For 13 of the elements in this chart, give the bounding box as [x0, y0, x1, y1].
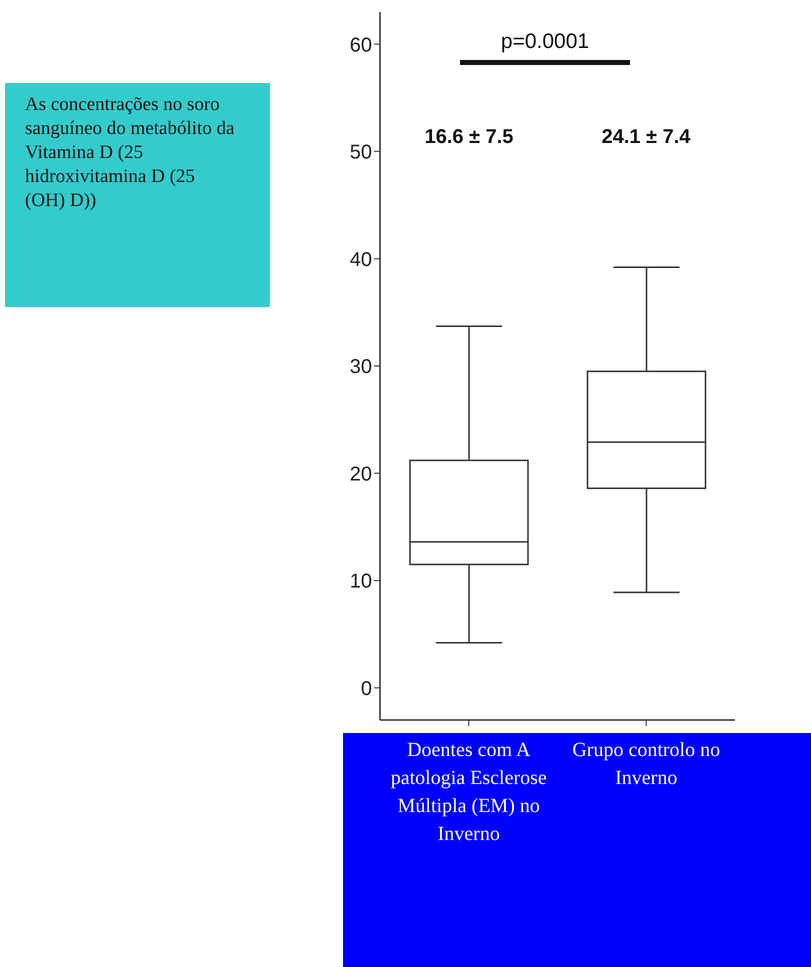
y-tick-label: 50: [350, 142, 372, 164]
y-tick-label: 0: [360, 678, 372, 700]
y-tick-label: 10: [350, 570, 372, 593]
text: As concentrações no soro sanguíneo do metabólito da Vitamina D (25 hidroxivitamina D (25 (OH) D)): [5, 83, 270, 307]
y-tick-label: 30: [350, 356, 372, 378]
annotation: p=0.0001: [500, 30, 590, 55]
annotation: 24.1 ± 7.4: [600, 126, 692, 149]
x-tick-label: Grupo controlo no Inverno: [571, 738, 722, 791]
x-tick-label: Doentes com A patologia Esclerose Múltipla (EM) no Inverno: [390, 738, 548, 847]
y-tick-label: 60: [350, 34, 372, 56]
annotation: 16.6 ± 7.5: [424, 126, 514, 148]
y-tick-label: 40: [350, 248, 372, 271]
y-tick-label: 20: [350, 463, 372, 486]
